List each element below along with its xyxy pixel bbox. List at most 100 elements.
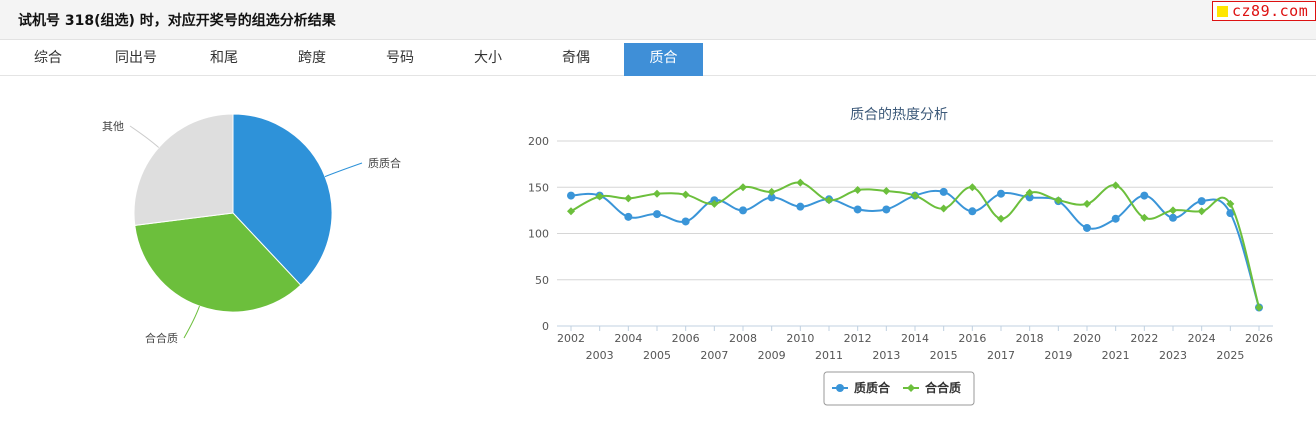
pie-connector-合合质 — [183, 305, 200, 339]
y-tick-label: 100 — [528, 228, 549, 241]
series-point-质质合 — [739, 206, 747, 215]
tab-和尾[interactable]: 和尾 — [210, 50, 238, 66]
series-point-合合质 — [825, 196, 833, 205]
tab-奇偶[interactable]: 奇偶 — [562, 50, 590, 66]
series-point-合合质 — [1140, 213, 1149, 222]
series-point-质质合 — [1169, 213, 1177, 222]
series-point-合合质 — [853, 186, 862, 195]
pie-connector-其他 — [129, 125, 160, 148]
tab-大小[interactable]: 大小 — [474, 50, 502, 66]
series-point-质质合 — [968, 207, 977, 216]
series-point-合合质 — [1083, 199, 1091, 208]
legend-label-合合质: 合合质 — [925, 380, 961, 395]
series-point-质质合 — [1111, 214, 1120, 223]
series-point-合合质 — [653, 189, 661, 198]
series-point-合合质 — [624, 194, 633, 203]
tab-质合[interactable]: 质合 — [624, 43, 703, 76]
pie-slice-合合质 — [134, 212, 302, 313]
pie-connector-质质合 — [324, 162, 363, 178]
pie-label-质质合: 质质合 — [368, 156, 401, 170]
x-tick-label: 2006 — [672, 332, 700, 345]
x-tick-label: 2015 — [930, 349, 958, 362]
series-point-质质合 — [1140, 191, 1149, 200]
y-tick-label: 200 — [528, 135, 549, 148]
x-tick-label: 2016 — [958, 332, 986, 345]
tab-综合[interactable]: 综合 — [34, 50, 62, 66]
tab-同出号[interactable]: 同出号 — [115, 50, 157, 66]
series-point-质质合 — [767, 193, 776, 202]
series-point-合合质 — [997, 214, 1005, 223]
series-point-合合质 — [796, 178, 805, 187]
chart-legend — [823, 371, 975, 406]
series-point-质质合 — [882, 205, 891, 214]
x-tick-label: 2012 — [844, 332, 872, 345]
series-point-合合质 — [1197, 207, 1206, 216]
tab-跨度[interactable]: 跨度 — [298, 50, 326, 66]
y-tick-label: 150 — [528, 181, 549, 194]
series-point-合合质 — [1025, 188, 1034, 197]
x-tick-label: 2002 — [557, 332, 585, 345]
x-tick-label: 2023 — [1159, 349, 1187, 362]
x-tick-label: 2024 — [1188, 332, 1216, 345]
series-point-合合质 — [567, 207, 575, 216]
series-point-合合质 — [1111, 181, 1120, 190]
x-tick-label: 2005 — [643, 349, 671, 362]
x-tick-label: 2010 — [786, 332, 814, 345]
logo-square-icon — [1217, 5, 1228, 17]
series-point-合合质 — [968, 183, 977, 192]
series-point-合合质 — [681, 190, 690, 199]
series-point-合合质 — [739, 183, 747, 192]
legend-marker-合合质 — [907, 384, 915, 392]
site-logo[interactable]: cz89.com — [1212, 1, 1316, 21]
x-tick-label: 2004 — [614, 332, 642, 345]
x-tick-label: 2021 — [1102, 349, 1130, 362]
series-point-合合质 — [911, 191, 919, 200]
series-point-质质合 — [624, 212, 633, 221]
x-tick-label: 2025 — [1216, 349, 1244, 362]
x-tick-label: 2003 — [586, 349, 614, 362]
x-tick-label: 2017 — [987, 349, 1015, 362]
x-tick-label: 2014 — [901, 332, 929, 345]
x-tick-label: 2011 — [815, 349, 843, 362]
legend-marker-质质合 — [836, 384, 844, 392]
x-tick-label: 2020 — [1073, 332, 1101, 345]
series-point-质质合 — [853, 205, 862, 214]
series-point-合合质 — [1054, 196, 1063, 205]
x-tick-label: 2008 — [729, 332, 757, 345]
series-point-质质合 — [939, 187, 948, 196]
series-point-质质合 — [567, 191, 575, 200]
x-tick-label: 2022 — [1130, 332, 1158, 345]
pie-label-合合质: 合合质 — [145, 331, 178, 345]
series-point-合合质 — [882, 186, 891, 195]
page-title: 试机号 318(组选) 时，对应开奖号的组选分析结果 — [18, 13, 336, 29]
logo-text: cz89.com — [1232, 2, 1309, 20]
series-point-质质合 — [997, 189, 1005, 198]
x-tick-label: 2019 — [1044, 349, 1072, 362]
y-tick-label: 50 — [535, 274, 549, 287]
x-tick-label: 2018 — [1016, 332, 1044, 345]
y-tick-label: 0 — [542, 320, 549, 333]
series-point-合合质 — [1255, 303, 1263, 312]
series-point-合合质 — [710, 199, 719, 208]
pie-slice-其他 — [133, 113, 234, 226]
chart-title: 质合的热度分析 — [850, 107, 948, 123]
series-point-质质合 — [1226, 209, 1235, 218]
series-point-质质合 — [1025, 193, 1034, 202]
series-point-质质合 — [1197, 197, 1206, 206]
legend-label-质质合: 质质合 — [854, 380, 891, 395]
x-tick-label: 2013 — [872, 349, 900, 362]
series-point-合合质 — [767, 187, 776, 196]
x-tick-label: 2026 — [1245, 332, 1273, 345]
tab-号码[interactable]: 号码 — [386, 50, 414, 66]
series-line-合合质 — [570, 181, 1260, 308]
tab-bar: 综合 同出号 和尾 跨度 号码 大小 奇偶 质合 — [0, 42, 1316, 76]
series-point-合合质 — [1169, 206, 1177, 215]
x-tick-label: 2007 — [700, 349, 728, 362]
series-line-质质合 — [570, 189, 1260, 308]
series-point-质质合 — [796, 202, 805, 211]
series-point-合合质 — [595, 192, 604, 201]
header-bar: 试机号 318(组选) 时，对应开奖号的组选分析结果 cz89.com — [0, 0, 1316, 40]
series-point-合合质 — [939, 204, 948, 213]
series-point-质质合 — [653, 210, 661, 219]
series-point-质质合 — [1083, 223, 1091, 232]
